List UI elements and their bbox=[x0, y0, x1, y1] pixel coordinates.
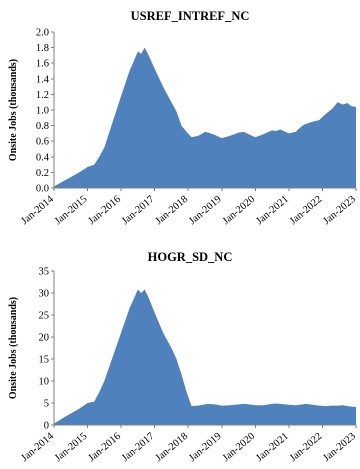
y-tick-label: 25 bbox=[39, 311, 50, 322]
x-tick-label: Jan-2018 bbox=[154, 194, 191, 227]
x-tick-label: Jan-2017 bbox=[120, 194, 157, 227]
y-tick-label: 0.6 bbox=[36, 137, 49, 148]
x-tick-label: Jan-2023 bbox=[321, 194, 358, 227]
x-tick-label: Jan-2021 bbox=[254, 431, 291, 464]
y-tick-label: 1.8 bbox=[36, 43, 49, 54]
y-tick-label: 0.4 bbox=[36, 152, 50, 163]
x-tick-label: Jan-2019 bbox=[187, 431, 224, 464]
x-tick-label: Jan-2015 bbox=[53, 194, 90, 227]
x-tick-label: Jan-2022 bbox=[288, 194, 325, 227]
x-tick-label: Jan-2016 bbox=[86, 194, 123, 227]
y-axis-label: Onsite Jobs (thousands) bbox=[8, 59, 19, 161]
chart-title: USREF_INTREF_NC bbox=[131, 9, 250, 23]
y-tick-label: 1.2 bbox=[36, 90, 49, 101]
y-tick-label: 15 bbox=[39, 355, 50, 366]
y-tick-label: 0 bbox=[44, 421, 49, 432]
x-tick-label: Jan-2014 bbox=[19, 430, 56, 464]
x-tick-label: Jan-2014 bbox=[19, 193, 56, 227]
x-tick-label: Jan-2020 bbox=[221, 431, 258, 464]
y-tick-label: 1.6 bbox=[36, 59, 49, 70]
x-tick-label: Jan-2023 bbox=[321, 431, 358, 464]
x-tick-label: Jan-2015 bbox=[53, 431, 90, 464]
x-tick-label: Jan-2021 bbox=[254, 194, 291, 227]
y-tick-label: 1.0 bbox=[36, 106, 49, 117]
y-tick-label: 20 bbox=[39, 333, 50, 344]
y-tick-label: 0.0 bbox=[36, 184, 49, 195]
y-tick-label: 0.8 bbox=[36, 121, 49, 132]
y-tick-label: 5 bbox=[44, 399, 49, 410]
x-tick-label: Jan-2017 bbox=[120, 431, 157, 464]
y-tick-label: 35 bbox=[39, 267, 50, 278]
x-tick-label: Jan-2020 bbox=[221, 194, 258, 227]
y-tick-label: 1.4 bbox=[36, 74, 50, 85]
x-tick-label: Jan-2018 bbox=[154, 431, 191, 464]
y-tick-label: 0.2 bbox=[36, 168, 49, 179]
chart-usref-intref-nc: USREF_INTREF_NC Onsite Jobs (thousands) … bbox=[8, 9, 358, 227]
chart-hogr-sd-nc: HOGR_SD_NC Onsite Jobs (thousands) 0 5 10 1… bbox=[8, 250, 358, 464]
chart-title: HOGR_SD_NC bbox=[148, 250, 233, 264]
area-series bbox=[54, 289, 356, 425]
y-tick-label: 10 bbox=[39, 377, 50, 388]
x-tick-label: Jan-2019 bbox=[187, 194, 224, 227]
x-tick-label: Jan-2016 bbox=[86, 431, 123, 464]
y-tick-label: 2.0 bbox=[36, 28, 49, 39]
area-series bbox=[54, 47, 356, 188]
y-axis-label: Onsite Jobs (thousands) bbox=[8, 297, 19, 399]
x-tick-label: Jan-2022 bbox=[288, 431, 325, 464]
y-tick-label: 30 bbox=[39, 289, 50, 300]
